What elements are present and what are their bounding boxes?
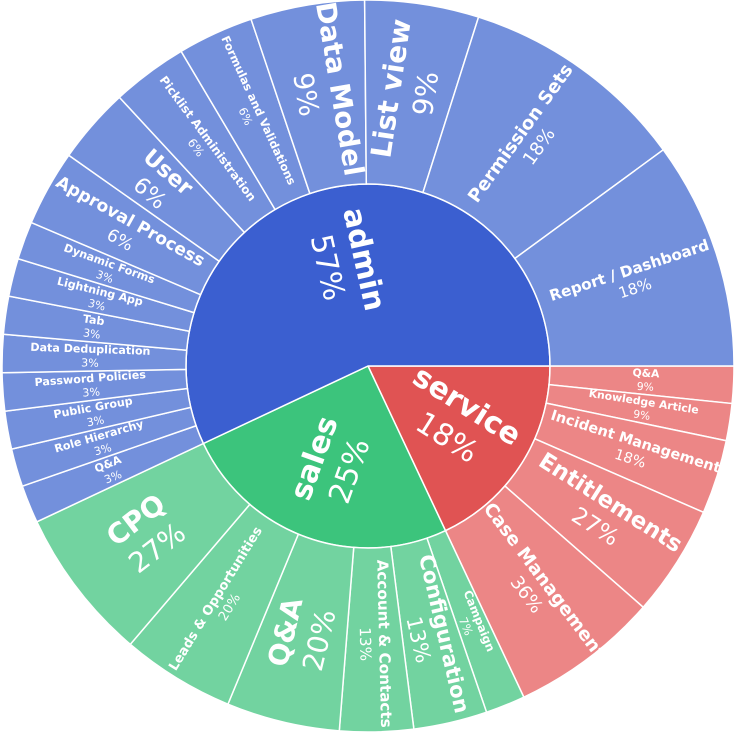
outer-name: Tab bbox=[82, 312, 105, 328]
outer-percent: 9% bbox=[286, 71, 324, 119]
outer-percent: 7% bbox=[456, 615, 476, 637]
outer-name: Q&A bbox=[632, 366, 660, 380]
outer-percent: 9% bbox=[406, 69, 445, 118]
outer-name: Account & Contacts bbox=[373, 559, 395, 727]
outer-percent: 3% bbox=[87, 297, 107, 314]
outer-percent: 9% bbox=[636, 380, 654, 394]
outer-percent: 3% bbox=[86, 413, 106, 429]
outer-percent: 3% bbox=[82, 326, 101, 341]
outer-percent: 3% bbox=[81, 356, 99, 370]
outer-percent: 3% bbox=[93, 441, 114, 458]
outer-percent: 3% bbox=[82, 385, 100, 399]
outer-label: Q&A9% bbox=[632, 366, 660, 394]
outer-percent: 6% bbox=[236, 105, 256, 127]
outer-sector bbox=[513, 148, 735, 367]
outer-percent: 3% bbox=[94, 268, 115, 286]
outer-percent: 9% bbox=[632, 407, 651, 422]
outer-percent: 3% bbox=[103, 468, 124, 487]
outer-percent: 13% bbox=[356, 627, 375, 661]
